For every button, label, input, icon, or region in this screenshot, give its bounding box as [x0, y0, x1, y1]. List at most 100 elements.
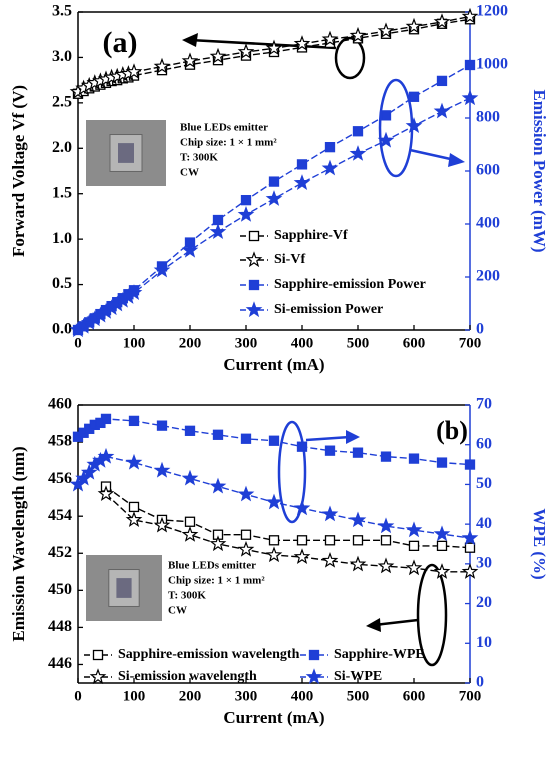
marker [433, 102, 451, 119]
marker [352, 126, 364, 137]
marker [209, 477, 227, 494]
marker [380, 535, 392, 546]
marker [293, 35, 311, 51]
arrow [189, 38, 337, 50]
marker [125, 511, 143, 528]
inset-text: CW [168, 605, 187, 617]
marker [248, 279, 260, 291]
y2-tick-label: 600 [476, 162, 500, 179]
marker [321, 551, 339, 568]
marker [268, 176, 280, 187]
marker [89, 668, 107, 685]
y2-tick-label: 200 [476, 268, 500, 285]
x-tick-label: 500 [347, 335, 370, 351]
marker [349, 555, 367, 572]
marker [305, 668, 323, 685]
marker [181, 52, 199, 69]
marker [349, 145, 367, 161]
x-tick-label: 400 [291, 688, 314, 704]
marker [240, 194, 252, 206]
inset-chip-core [116, 578, 132, 598]
arrowhead [366, 618, 381, 632]
marker [321, 159, 339, 176]
x-tick-label: 100 [123, 335, 146, 351]
marker [293, 174, 311, 190]
inset-text: T: 300K [180, 152, 218, 164]
marker [209, 535, 227, 552]
x-tick-label: 0 [74, 335, 82, 351]
marker [405, 17, 423, 34]
marker [436, 75, 448, 87]
marker [352, 447, 364, 458]
x-tick-label: 500 [347, 688, 370, 704]
marker [128, 501, 140, 513]
series-line [105, 493, 470, 573]
marker [377, 22, 395, 39]
marker [380, 110, 392, 121]
x-tick-label: 400 [291, 335, 314, 351]
marker [125, 453, 143, 470]
y2-tick-label: 70 [476, 396, 492, 413]
marker [268, 535, 280, 546]
marker [97, 485, 115, 501]
x-tick-label: 200 [179, 335, 202, 351]
marker [184, 425, 196, 436]
y-tick-label: 1.0 [52, 230, 72, 247]
y-tick-label: 3.5 [52, 3, 72, 20]
marker [97, 447, 115, 464]
marker [248, 230, 260, 242]
marker [352, 535, 364, 546]
marker [237, 485, 255, 502]
marker [433, 525, 451, 542]
marker [265, 546, 283, 563]
marker [408, 453, 420, 464]
marker [100, 413, 112, 425]
marker [408, 540, 420, 552]
marker [324, 535, 336, 546]
arrowhead [182, 33, 198, 47]
marker [293, 548, 311, 564]
marker [265, 493, 283, 510]
y2-axis-title: Emission Power (mW) [530, 89, 549, 252]
marker [209, 223, 227, 239]
marker [308, 649, 320, 661]
marker [433, 13, 451, 30]
y-axis-title: Forward Voltage Vf (V) [9, 85, 28, 257]
inset-text: Blue LEDs emitter [180, 122, 268, 134]
marker [153, 57, 171, 74]
arrow [305, 435, 351, 442]
marker [377, 557, 395, 574]
x-tick-label: 300 [235, 688, 258, 704]
marker [184, 516, 196, 527]
y2-tick-label: 1200 [476, 3, 508, 20]
legend-label: Sapphire-emission Power [274, 277, 426, 292]
inset-text: CW [180, 167, 199, 179]
marker [245, 301, 263, 318]
marker [461, 563, 479, 579]
marker [321, 505, 339, 522]
y2-tick-label: 60 [476, 435, 492, 452]
x-tick-label: 700 [459, 335, 482, 351]
x-axis-title: Current (mA) [223, 708, 324, 727]
y-tick-label: 456 [48, 470, 72, 487]
legend-label: Si-Vf [274, 252, 305, 267]
y2-tick-label: 400 [476, 215, 500, 232]
marker [405, 559, 423, 576]
y-tick-label: 454 [48, 507, 72, 524]
marker [324, 445, 336, 456]
y-tick-label: 3.0 [52, 48, 72, 65]
marker [464, 59, 476, 71]
legend-label: Sapphire-emission wavelength [118, 647, 300, 662]
inset-text: T: 300K [168, 590, 206, 602]
y-axis-title: Emission Wavelength (nm) [9, 446, 28, 641]
annotation: (a) [103, 26, 138, 59]
inset-text: Blue LEDs emitter [168, 560, 256, 572]
marker [156, 420, 168, 431]
marker [461, 529, 479, 546]
y2-tick-label: 30 [476, 555, 492, 572]
y-tick-label: 2.5 [52, 94, 72, 111]
inset-text: Chip size: 1 × 1 mm² [168, 575, 265, 587]
y2-tick-label: 10 [476, 634, 492, 651]
legend-label: Si-emission wavelength [118, 669, 257, 684]
